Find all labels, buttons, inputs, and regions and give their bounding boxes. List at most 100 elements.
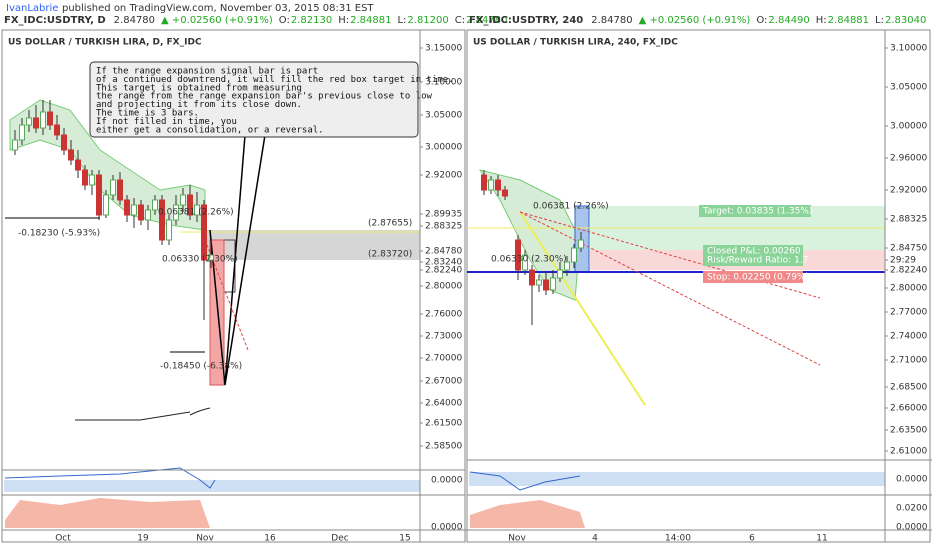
price: 2.84780 bbox=[114, 15, 155, 26]
ohlc-value: 2.84780 bbox=[466, 15, 507, 26]
price-label: 2.88325 bbox=[890, 215, 927, 225]
candle-body bbox=[166, 219, 172, 241]
price-label: 2.80000 bbox=[425, 282, 462, 292]
target-box bbox=[574, 205, 590, 273]
candle-body bbox=[543, 279, 549, 291]
candle-body bbox=[110, 179, 116, 196]
candle-body bbox=[124, 199, 130, 216]
time-label: 15 bbox=[399, 534, 410, 544]
candle-body bbox=[75, 159, 81, 171]
ohlc-value: 2.82130 bbox=[291, 15, 332, 26]
change: ▲ +0.02560 (+0.91%) bbox=[639, 15, 751, 26]
candle-body bbox=[529, 269, 535, 286]
annotation: (2.87655) bbox=[368, 219, 412, 229]
time-label: 4 bbox=[592, 534, 598, 544]
annotation: -0.18450 (-6.38%) bbox=[160, 362, 242, 372]
price-label: 3.05000 bbox=[425, 111, 462, 121]
panel-title: US DOLLAR / TURKISH LIRA, 240, FX_IDC bbox=[473, 38, 678, 48]
candle-body bbox=[26, 117, 32, 126]
target-box bbox=[209, 239, 225, 386]
price-label: 2.80000 bbox=[890, 284, 927, 294]
annotation: (2.83720) bbox=[368, 250, 412, 260]
time-label: 14:00 bbox=[665, 534, 691, 544]
candle-body bbox=[159, 199, 165, 241]
price-label: 2.68500 bbox=[890, 383, 927, 393]
price-label: 3.00000 bbox=[890, 122, 927, 132]
osc-fill bbox=[469, 472, 885, 486]
panel-title: US DOLLAR / TURKISH LIRA, D, FX_IDC bbox=[8, 38, 202, 48]
price-label: 3.05000 bbox=[890, 83, 927, 93]
candle-body bbox=[68, 149, 74, 161]
ohlc-value: 2.84490 bbox=[768, 15, 809, 26]
label-bg bbox=[699, 205, 811, 217]
osc-histogram bbox=[5, 498, 210, 528]
annotation: Closed P&L: 0.00260 bbox=[707, 247, 801, 257]
candle-body bbox=[187, 194, 193, 216]
ohlc-value: 2.84881 bbox=[828, 15, 869, 26]
published: published on TradingView.com, November 0… bbox=[62, 3, 374, 14]
osc-label: 0.0000 bbox=[896, 475, 928, 485]
note-line: The time is 3 bars. bbox=[96, 109, 199, 119]
price-label: 2.70000 bbox=[425, 354, 462, 364]
ohlc-label: L: bbox=[875, 15, 884, 26]
annotation: 0.06330 (2.30%) bbox=[162, 255, 238, 265]
candle-body bbox=[54, 124, 60, 136]
candle-body bbox=[19, 124, 25, 141]
osc-fill bbox=[4, 480, 420, 492]
osc-line bbox=[469, 471, 581, 491]
arrow bbox=[519, 211, 646, 406]
note-line: the range from the range expansion bar's… bbox=[96, 92, 433, 102]
candle-body bbox=[481, 174, 487, 191]
candle-body bbox=[145, 209, 151, 221]
price-label: 2.92000 bbox=[425, 171, 462, 181]
candle-body bbox=[201, 204, 207, 261]
time-label: Dec bbox=[331, 534, 348, 544]
price-label: 2.84750 bbox=[890, 244, 927, 254]
candle-body bbox=[194, 204, 200, 216]
osc-label: 0.0200 bbox=[896, 504, 928, 514]
time-label: 16 bbox=[264, 534, 276, 544]
time-label: 6 bbox=[749, 534, 755, 544]
candle-body bbox=[578, 239, 584, 249]
price-label: 3.15000 bbox=[425, 44, 462, 54]
note-line: This target is obtained from measuring bbox=[96, 83, 302, 93]
candle-body bbox=[96, 174, 102, 216]
note-line: If not filled in time, you bbox=[96, 117, 237, 127]
price-label: 3.00000 bbox=[425, 143, 462, 153]
note-line: If the range expansion signal bar is par… bbox=[96, 67, 318, 77]
price-label: 2.83240 bbox=[425, 258, 462, 268]
price-label: 2.77000 bbox=[890, 308, 927, 318]
price-label: 2.66000 bbox=[890, 404, 927, 414]
price-label: 2.76000 bbox=[425, 310, 462, 320]
left-panel bbox=[1, 29, 466, 543]
candle-body bbox=[89, 174, 95, 186]
candle-body bbox=[82, 169, 88, 186]
candle-body bbox=[536, 279, 542, 286]
candle-body bbox=[61, 134, 67, 151]
price-label: 2.58500 bbox=[425, 442, 462, 452]
projection bbox=[519, 211, 821, 366]
candle-body bbox=[571, 247, 577, 263]
ohlc-value: 2.83040 bbox=[885, 15, 926, 26]
annotation: Stop: 0.02250 (0.79%) bbox=[707, 273, 809, 283]
price-label: 2.61000 bbox=[890, 447, 927, 457]
time-label: Nov bbox=[196, 534, 214, 544]
annotation: Risk/Reward Ratio: 1.7 bbox=[707, 256, 808, 266]
price-label: 2.74000 bbox=[890, 332, 927, 342]
price-label: 2.61500 bbox=[425, 419, 462, 429]
price-label: 2.84780 bbox=[425, 247, 462, 257]
annotation: 0.06330 (2.30%) bbox=[491, 255, 567, 265]
osc-line bbox=[4, 467, 216, 489]
candle-body bbox=[138, 204, 144, 221]
price-label: 3.10000 bbox=[425, 78, 462, 88]
candle-body bbox=[488, 179, 494, 191]
osc-label: 0.0000 bbox=[431, 523, 463, 533]
time-label: 11 bbox=[816, 534, 827, 544]
symbol: FX_IDC:USDTRY, D bbox=[4, 15, 106, 26]
ohlc-value: 2.84881 bbox=[350, 15, 391, 26]
annotation: -0.18230 (-5.93%) bbox=[18, 229, 100, 239]
ohlc-label: L: bbox=[397, 15, 406, 26]
candle-body bbox=[33, 117, 39, 129]
candle-body bbox=[117, 179, 123, 201]
candle-body bbox=[495, 179, 501, 191]
